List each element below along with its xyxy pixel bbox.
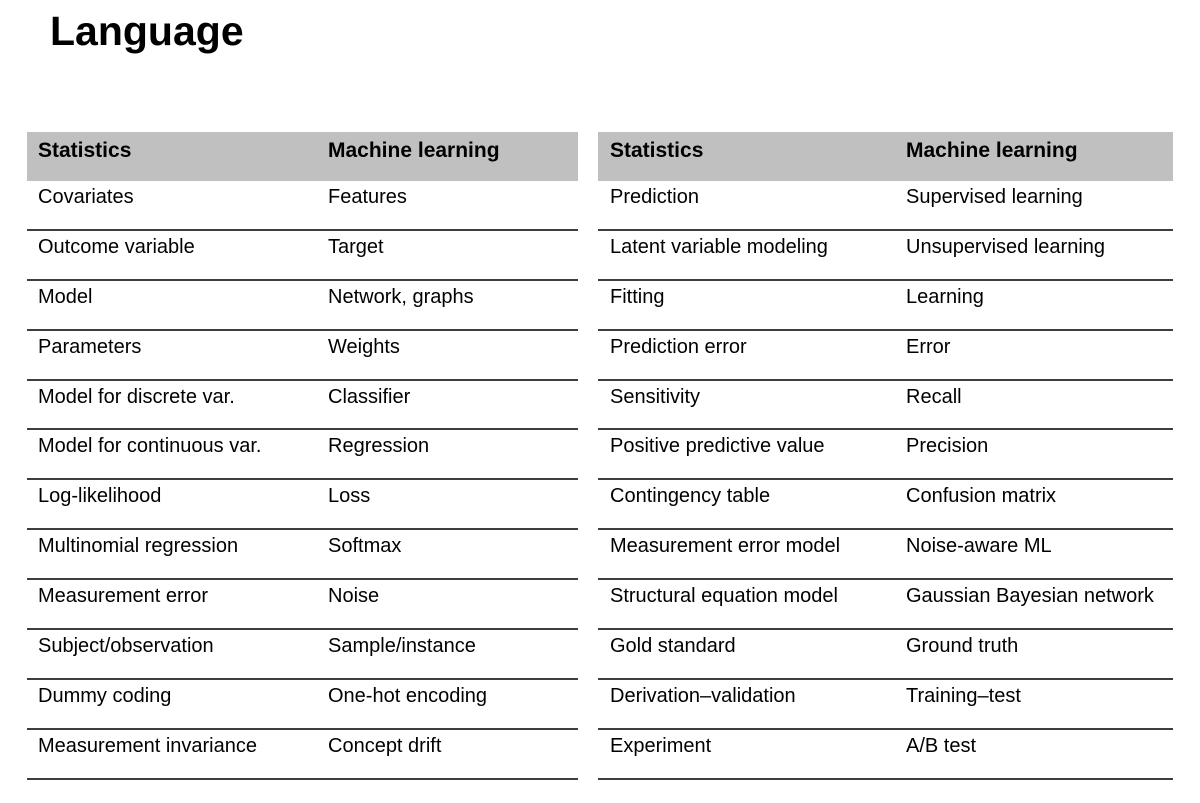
statistics-term: Latent variable modeling (610, 235, 828, 258)
table-row: Dummy coding One-hot encoding (27, 680, 578, 730)
statistics-term: Model for discrete var. (38, 385, 235, 408)
statistics-term: Dummy coding (38, 684, 172, 707)
table-row: Measurement error model Noise-aware ML (598, 530, 1173, 581)
statistics-term: Multinomial regression (38, 535, 239, 558)
ml-term: Learning (906, 285, 984, 308)
column-header-machine-learning: Machine learning (906, 139, 1078, 162)
ml-term: Confusion matrix (906, 485, 1057, 508)
table-row: Multinomial regression Softmax (27, 530, 578, 581)
ml-term: Training–test (906, 684, 1021, 707)
table-row: Measurement invariance Concept drift (27, 730, 578, 780)
statistics-term: Fitting (610, 285, 665, 308)
ml-term: Concept drift (328, 734, 442, 757)
ml-term: Precision (906, 435, 989, 458)
statistics-term: Outcome variable (38, 235, 195, 258)
ml-term: Gaussian Bayesian network (906, 585, 1154, 608)
ml-term: Loss (328, 485, 371, 508)
table-row: Contingency table Confusion matrix (598, 480, 1173, 531)
page-title: Language (50, 8, 244, 54)
table-header-row: Statistics Machine learning (598, 132, 1173, 181)
column-header-statistics: Statistics (610, 139, 704, 162)
table-row: Model for discrete var. Classifier (27, 381, 578, 431)
table-row: Model Network, graphs (27, 281, 578, 331)
statistics-term: Positive predictive value (610, 435, 825, 458)
statistics-term: Model for continuous var. (38, 435, 262, 458)
statistics-term: Subject/observation (38, 635, 214, 658)
column-header-statistics: Statistics (38, 139, 132, 162)
table-header-row: Statistics Machine learning (27, 132, 578, 181)
ml-term: Weights (328, 335, 400, 358)
table-row: Measurement error Noise (27, 580, 578, 631)
ml-term: Features (328, 186, 407, 208)
statistics-ml-table-left: Statistics Machine learning Covariates Fe… (27, 132, 578, 780)
ml-term: Ground truth (906, 635, 1019, 658)
statistics-term: Model (38, 285, 93, 308)
statistics-term: Covariates (38, 186, 134, 208)
statistics-term: Prediction (610, 186, 699, 208)
table-row: Fitting Learning (598, 281, 1173, 331)
ml-term: Supervised learning (906, 186, 1083, 208)
column-header-machine-learning: Machine learning (328, 139, 500, 162)
table-row: Covariates Features (27, 181, 578, 231)
ml-term: A/B test (906, 734, 977, 757)
statistics-term: Sensitivity (610, 385, 701, 408)
table-body: Prediction Supervised learning Latent vari… (598, 181, 1173, 780)
statistics-term: Prediction error (610, 335, 747, 358)
statistics-term: Log-likelihood (38, 485, 162, 508)
table-row: Log-likelihood Loss (27, 480, 578, 531)
ml-term: Recall (906, 385, 962, 408)
statistics-term: Gold standard (610, 635, 736, 658)
table-row: Structural equation model Gaussian Bayesi… (598, 580, 1173, 631)
ml-term: Classifier (328, 385, 411, 408)
table-row: Sensitivity Recall (598, 381, 1173, 431)
ml-term: Noise (328, 585, 380, 608)
statistics-term: Structural equation model (610, 585, 838, 608)
ml-term: Regression (328, 435, 430, 458)
statistics-ml-table-right: Statistics Machine learning Prediction Su… (598, 132, 1173, 780)
ml-term: Sample/instance (328, 635, 476, 658)
table-row: Prediction Supervised learning (598, 181, 1173, 231)
statistics-term: Measurement error (38, 585, 209, 608)
ml-term: Noise-aware ML (906, 535, 1052, 558)
table-row: Subject/observation Sample/instance (27, 630, 578, 680)
table-row: Experiment A/B test (598, 730, 1173, 780)
statistics-term: Measurement error model (610, 535, 841, 558)
table-row: Positive predictive value Precision (598, 430, 1173, 481)
statistics-term: Experiment (610, 734, 712, 757)
table-row: Derivation–validation Training–test (598, 680, 1173, 730)
ml-term: Softmax (328, 535, 402, 558)
ml-term: One-hot encoding (328, 684, 488, 707)
statistics-term: Parameters (38, 335, 142, 358)
ml-term: Unsupervised learning (906, 235, 1106, 258)
table-row: Gold standard Ground truth (598, 630, 1173, 680)
table-row: Parameters Weights (27, 331, 578, 381)
table-body: Covariates Features Outcome variable Target… (27, 181, 578, 780)
statistics-term: Measurement invariance (38, 734, 257, 757)
table-row: Prediction error Error (598, 331, 1173, 381)
table-row: Latent variable modeling Unsupervised lea… (598, 231, 1173, 281)
statistics-term: Derivation–validation (610, 684, 796, 707)
table-row: Model for continuous var. Regression (27, 430, 578, 481)
ml-term: Error (906, 335, 951, 358)
table-row: Outcome variable Target (27, 231, 578, 281)
ml-term: Network, graphs (328, 285, 474, 308)
ml-term: Target (328, 235, 384, 258)
statistics-term: Contingency table (610, 485, 771, 508)
